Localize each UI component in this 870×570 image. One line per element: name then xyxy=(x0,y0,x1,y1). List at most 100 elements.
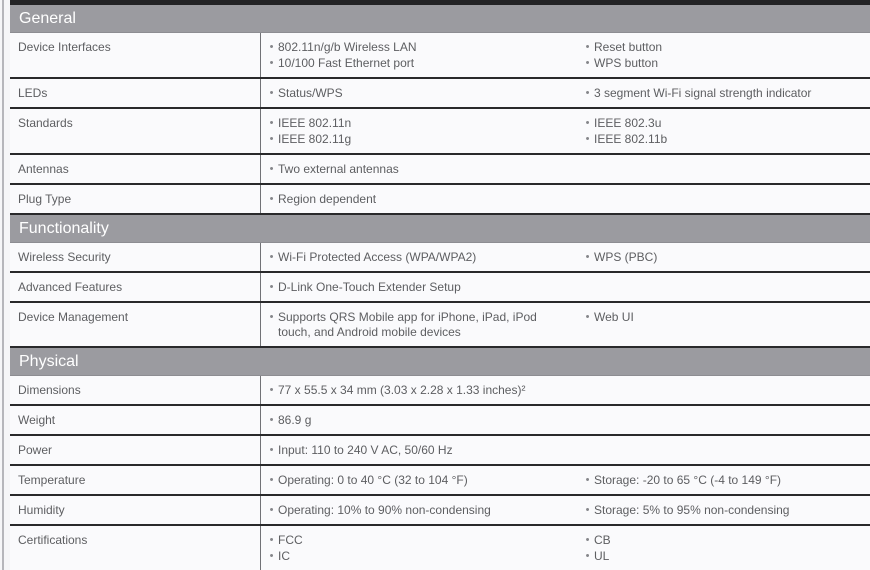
row-label: Power xyxy=(10,436,261,464)
spec-item-text: WPS (PBC) xyxy=(594,250,658,264)
row-columns: • FCC • IC • CB • UL xyxy=(261,526,870,570)
spec-column-1: • 802.11n/g/b Wireless LAN • 10/100 Fast… xyxy=(261,33,577,77)
spec-list-item: • Supports QRS Mobile app for iPhone, iP… xyxy=(265,310,573,340)
row-label: Humidity xyxy=(10,496,261,524)
spec-column-2: • Storage: 5% to 95% non-condensing xyxy=(577,496,870,524)
table-row: Dimensions • 77 x 55.5 x 34 mm (3.03 x 2… xyxy=(10,376,870,406)
table-row: Device Interfaces • 802.11n/g/b Wireless… xyxy=(10,33,870,79)
bullet-icon: • xyxy=(269,41,274,53)
bullet-icon: • xyxy=(585,57,590,69)
spec-list-item: • Operating: 0 to 40 °C (32 to 104 °F) xyxy=(265,473,573,488)
spec-list-item: • Status/WPS xyxy=(265,86,573,101)
spec-item-text: 3 segment Wi-Fi signal strength indicato… xyxy=(594,86,812,100)
spec-item-text: Two external antennas xyxy=(278,162,399,176)
row-columns: • Operating: 10% to 90% non-condensing •… xyxy=(261,496,870,524)
spec-column-1: • Region dependent xyxy=(261,185,577,213)
row-label: Dimensions xyxy=(10,376,261,404)
section-rows: Wireless Security • Wi-Fi Protected Acce… xyxy=(10,243,870,348)
table-row: Power • Input: 110 to 240 V AC, 50/60 Hz xyxy=(10,436,870,466)
spec-list-item: • Wi-Fi Protected Access (WPA/WPA2) xyxy=(265,250,573,265)
spec-list-item: • UL xyxy=(581,549,866,564)
spec-column-2 xyxy=(577,185,870,213)
bullet-icon: • xyxy=(585,117,590,129)
spec-list-item: • 3 segment Wi-Fi signal strength indica… xyxy=(581,86,866,101)
row-columns: • Status/WPS • 3 segment Wi-Fi signal st… xyxy=(261,79,870,107)
spec-list-item: • 86.9 g xyxy=(265,413,573,428)
spec-item-text: 10/100 Fast Ethernet port xyxy=(278,56,415,70)
bullet-icon: • xyxy=(269,550,274,562)
bullet-icon: • xyxy=(585,133,590,145)
row-label: Advanced Features xyxy=(10,273,261,301)
table-row: Temperature • Operating: 0 to 40 °C (32 … xyxy=(10,466,870,496)
section-header: Physical xyxy=(10,348,870,376)
spec-column-2: • IEEE 802.3u • IEEE 802.11b xyxy=(577,109,870,153)
bullet-icon: • xyxy=(585,87,590,99)
row-columns: • 77 x 55.5 x 34 mm (3.03 x 2.28 x 1.33 … xyxy=(261,376,870,404)
table-row: Wireless Security • Wi-Fi Protected Acce… xyxy=(10,243,870,273)
table-row: Standards • IEEE 802.11n • IEEE 802.11g … xyxy=(10,109,870,155)
spec-item-text: Status/WPS xyxy=(278,86,343,100)
bullet-icon: • xyxy=(269,444,274,456)
row-columns: • Operating: 0 to 40 °C (32 to 104 °F) •… xyxy=(261,466,870,494)
table-row: Weight • 86.9 g xyxy=(10,406,870,436)
sections-container: General Device Interfaces • 802.11n/g/b … xyxy=(10,5,870,570)
spec-list-item: • D-Link One-Touch Extender Setup xyxy=(265,280,573,295)
table-row: Device Management • Supports QRS Mobile … xyxy=(10,303,870,348)
page-left-rule xyxy=(2,0,4,570)
spec-section-functionality: Functionality Wireless Security • Wi-Fi … xyxy=(10,215,870,348)
bullet-icon: • xyxy=(269,251,274,263)
spec-list-item: • CB xyxy=(581,533,866,548)
row-label: Certifications xyxy=(10,526,261,570)
spec-column-2 xyxy=(577,273,870,301)
spec-list-item: • IEEE 802.3u xyxy=(581,116,866,131)
bullet-icon: • xyxy=(585,251,590,263)
spec-column-1: • IEEE 802.11n • IEEE 802.11g xyxy=(261,109,577,153)
spec-list-item: • Storage: -20 to 65 °C (-4 to 149 °F) xyxy=(581,473,866,488)
bullet-icon: • xyxy=(585,41,590,53)
spec-item-text: UL xyxy=(594,549,610,563)
spec-column-1: • 86.9 g xyxy=(261,406,577,434)
spec-column-1: • Operating: 0 to 40 °C (32 to 104 °F) xyxy=(261,466,577,494)
spec-item-text: IC xyxy=(278,549,290,563)
row-columns: • 86.9 g xyxy=(261,406,870,434)
spec-list-item: • IEEE 802.11b xyxy=(581,132,866,147)
spec-column-2: • CB • UL xyxy=(577,526,870,570)
bullet-icon: • xyxy=(269,163,274,175)
row-columns: • D-Link One-Touch Extender Setup xyxy=(261,273,870,301)
table-row: Plug Type • Region dependent xyxy=(10,185,870,215)
spec-item-text: Region dependent xyxy=(278,192,377,206)
spec-list-item: • Input: 110 to 240 V AC, 50/60 Hz xyxy=(265,443,573,458)
spec-list-item: • WPS button xyxy=(581,56,866,71)
spec-item-text: Storage: -20 to 65 °C (-4 to 149 °F) xyxy=(594,473,782,487)
row-columns: • Supports QRS Mobile app for iPhone, iP… xyxy=(261,303,870,346)
spec-item-text: Supports QRS Mobile app for iPhone, iPad… xyxy=(278,310,537,339)
bullet-icon: • xyxy=(269,384,274,396)
bullet-icon: • xyxy=(585,550,590,562)
table-row: Antennas • Two external antennas xyxy=(10,155,870,185)
spec-column-1: • Wi-Fi Protected Access (WPA/WPA2) xyxy=(261,243,577,271)
bullet-icon: • xyxy=(269,504,274,516)
row-columns: • Region dependent xyxy=(261,185,870,213)
table-row: LEDs • Status/WPS • 3 segment Wi-Fi sign… xyxy=(10,79,870,109)
spec-list-item: • Two external antennas xyxy=(265,162,573,177)
spec-list-item: • IC xyxy=(265,549,573,564)
section-header: Functionality xyxy=(10,215,870,243)
spec-item-text: Reset button xyxy=(594,40,663,54)
spec-column-1: • D-Link One-Touch Extender Setup xyxy=(261,273,577,301)
bullet-icon: • xyxy=(269,311,274,323)
bullet-icon: • xyxy=(269,281,274,293)
spec-list-item: • Operating: 10% to 90% non-condensing xyxy=(265,503,573,518)
spec-list-item: • 10/100 Fast Ethernet port xyxy=(265,56,573,71)
spec-item-text: Operating: 10% to 90% non-condensing xyxy=(278,503,491,517)
table-top-rule xyxy=(10,0,870,5)
row-columns: • Input: 110 to 240 V AC, 50/60 Hz xyxy=(261,436,870,464)
spec-column-1: • Input: 110 to 240 V AC, 50/60 Hz xyxy=(261,436,577,464)
row-label: LEDs xyxy=(10,79,261,107)
row-columns: • IEEE 802.11n • IEEE 802.11g • IEEE 802… xyxy=(261,109,870,153)
spec-list-item: • Storage: 5% to 95% non-condensing xyxy=(581,503,866,518)
spec-column-1: • FCC • IC xyxy=(261,526,577,570)
spec-column-1: • Operating: 10% to 90% non-condensing xyxy=(261,496,577,524)
spec-item-text: IEEE 802.11n xyxy=(278,116,352,130)
spec-section-general: General Device Interfaces • 802.11n/g/b … xyxy=(10,5,870,215)
